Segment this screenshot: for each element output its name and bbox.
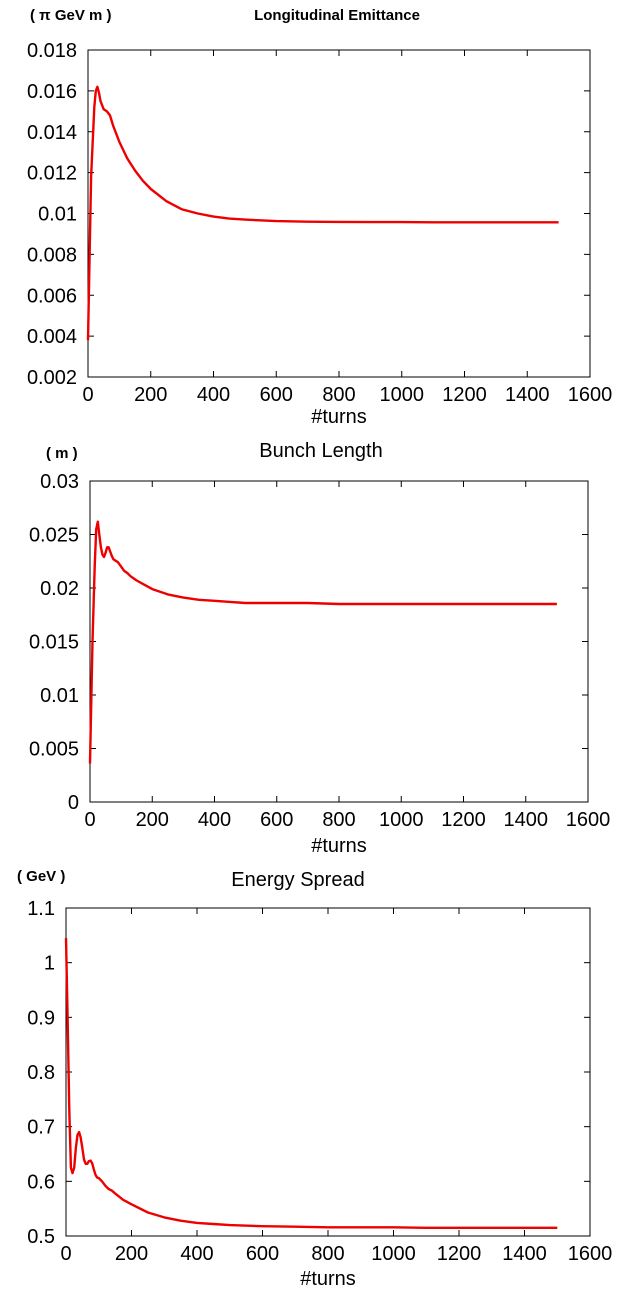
x-tick-label: 1600 xyxy=(568,384,613,406)
x-tick-label: 1200 xyxy=(437,1243,482,1265)
x-tick-label: 600 xyxy=(260,384,293,406)
y-tick-label: 0.002 xyxy=(27,367,77,389)
plot-frame xyxy=(87,49,591,378)
y-tick-label: 0.008 xyxy=(27,244,77,266)
x-tick-label: 1000 xyxy=(379,809,424,831)
y-tick-label: 0.004 xyxy=(27,326,77,348)
x-tick-label: 0 xyxy=(84,809,95,831)
x-tick-label: 1400 xyxy=(504,809,549,831)
y-tick-label: 0.01 xyxy=(38,204,77,226)
x-tick-label: 0 xyxy=(82,384,93,406)
y-tick-label: 0.9 xyxy=(27,1007,55,1029)
chart-bunch-length: ( m ) Bunch Length 0 0.005 0.01 0.015 0.02 0.… xyxy=(29,440,610,857)
x-tick-label: 1000 xyxy=(371,1243,416,1265)
x-tick-label: 200 xyxy=(136,809,169,831)
x-tick-label: 200 xyxy=(134,384,167,406)
x-tick-label: 600 xyxy=(246,1243,279,1265)
series-line xyxy=(86,85,559,341)
x-tick-label: 400 xyxy=(197,384,230,406)
x-tick-label: 1600 xyxy=(566,809,611,831)
plot-frame xyxy=(65,907,591,1237)
y-tick-label: 0.5 xyxy=(27,1226,55,1248)
x-axis-label: #turns xyxy=(311,835,367,857)
x-tick-label: 1200 xyxy=(442,384,487,406)
chart-title: Energy Spread xyxy=(231,869,364,891)
chart-longitudinal-emittance: ( π GeV m ) Longitudinal Emittance 0.002… xyxy=(27,7,612,428)
y-tick-label: 0.018 xyxy=(27,40,77,62)
x-tick-label: 0 xyxy=(60,1243,71,1265)
y-tick-label: 0.025 xyxy=(29,525,79,547)
y-tick-label: 1.1 xyxy=(27,898,55,920)
x-tick-label: 800 xyxy=(311,1243,344,1265)
x-tick-label: 800 xyxy=(322,809,355,831)
unit-label: ( GeV ) xyxy=(17,868,65,885)
series-line xyxy=(64,938,558,1229)
y-tick-label: 1 xyxy=(44,953,55,975)
x-tick-label: 1400 xyxy=(505,384,550,406)
x-axis-label: #turns xyxy=(300,1268,356,1290)
plot-frame xyxy=(89,480,589,803)
y-tick-label: 0.7 xyxy=(27,1117,55,1139)
x-tick-label: 1000 xyxy=(380,384,425,406)
y-tick-label: 0.016 xyxy=(27,81,77,103)
unit-label: ( m ) xyxy=(46,445,78,462)
x-tick-label: 400 xyxy=(180,1243,213,1265)
y-tick-label: 0.015 xyxy=(29,632,79,654)
y-tick-label: 0.6 xyxy=(27,1171,55,1193)
unit-label: ( π GeV m ) xyxy=(30,7,112,24)
x-tick-label: 1600 xyxy=(568,1243,613,1265)
y-tick-label: 0.02 xyxy=(40,578,79,600)
chart-energy-spread: ( GeV ) Energy Spread 0.5 0.6 0.7 0.8 0.9 1 1.… xyxy=(17,868,612,1290)
chart-title: Longitudinal Emittance xyxy=(254,7,420,24)
y-tick-label: 0.03 xyxy=(40,471,79,493)
x-tick-label: 200 xyxy=(115,1243,148,1265)
chart-title: Bunch Length xyxy=(259,440,382,462)
y-tick-label: 0.005 xyxy=(29,739,79,761)
x-axis-label: #turns xyxy=(311,406,367,428)
y-tick-label: 0.8 xyxy=(27,1062,55,1084)
y-tick-label: 0.006 xyxy=(27,285,77,307)
series-line xyxy=(88,520,557,764)
y-tick-label: 0.012 xyxy=(27,163,77,185)
x-tick-label: 600 xyxy=(260,809,293,831)
y-tick-label: 0 xyxy=(68,792,79,814)
x-tick-label: 800 xyxy=(322,384,355,406)
y-tick-label: 0.01 xyxy=(40,685,79,707)
x-tick-label: 1200 xyxy=(441,809,486,831)
x-tick-label: 1400 xyxy=(502,1243,547,1265)
y-tick-label: 0.014 xyxy=(27,122,77,144)
x-tick-label: 400 xyxy=(198,809,231,831)
